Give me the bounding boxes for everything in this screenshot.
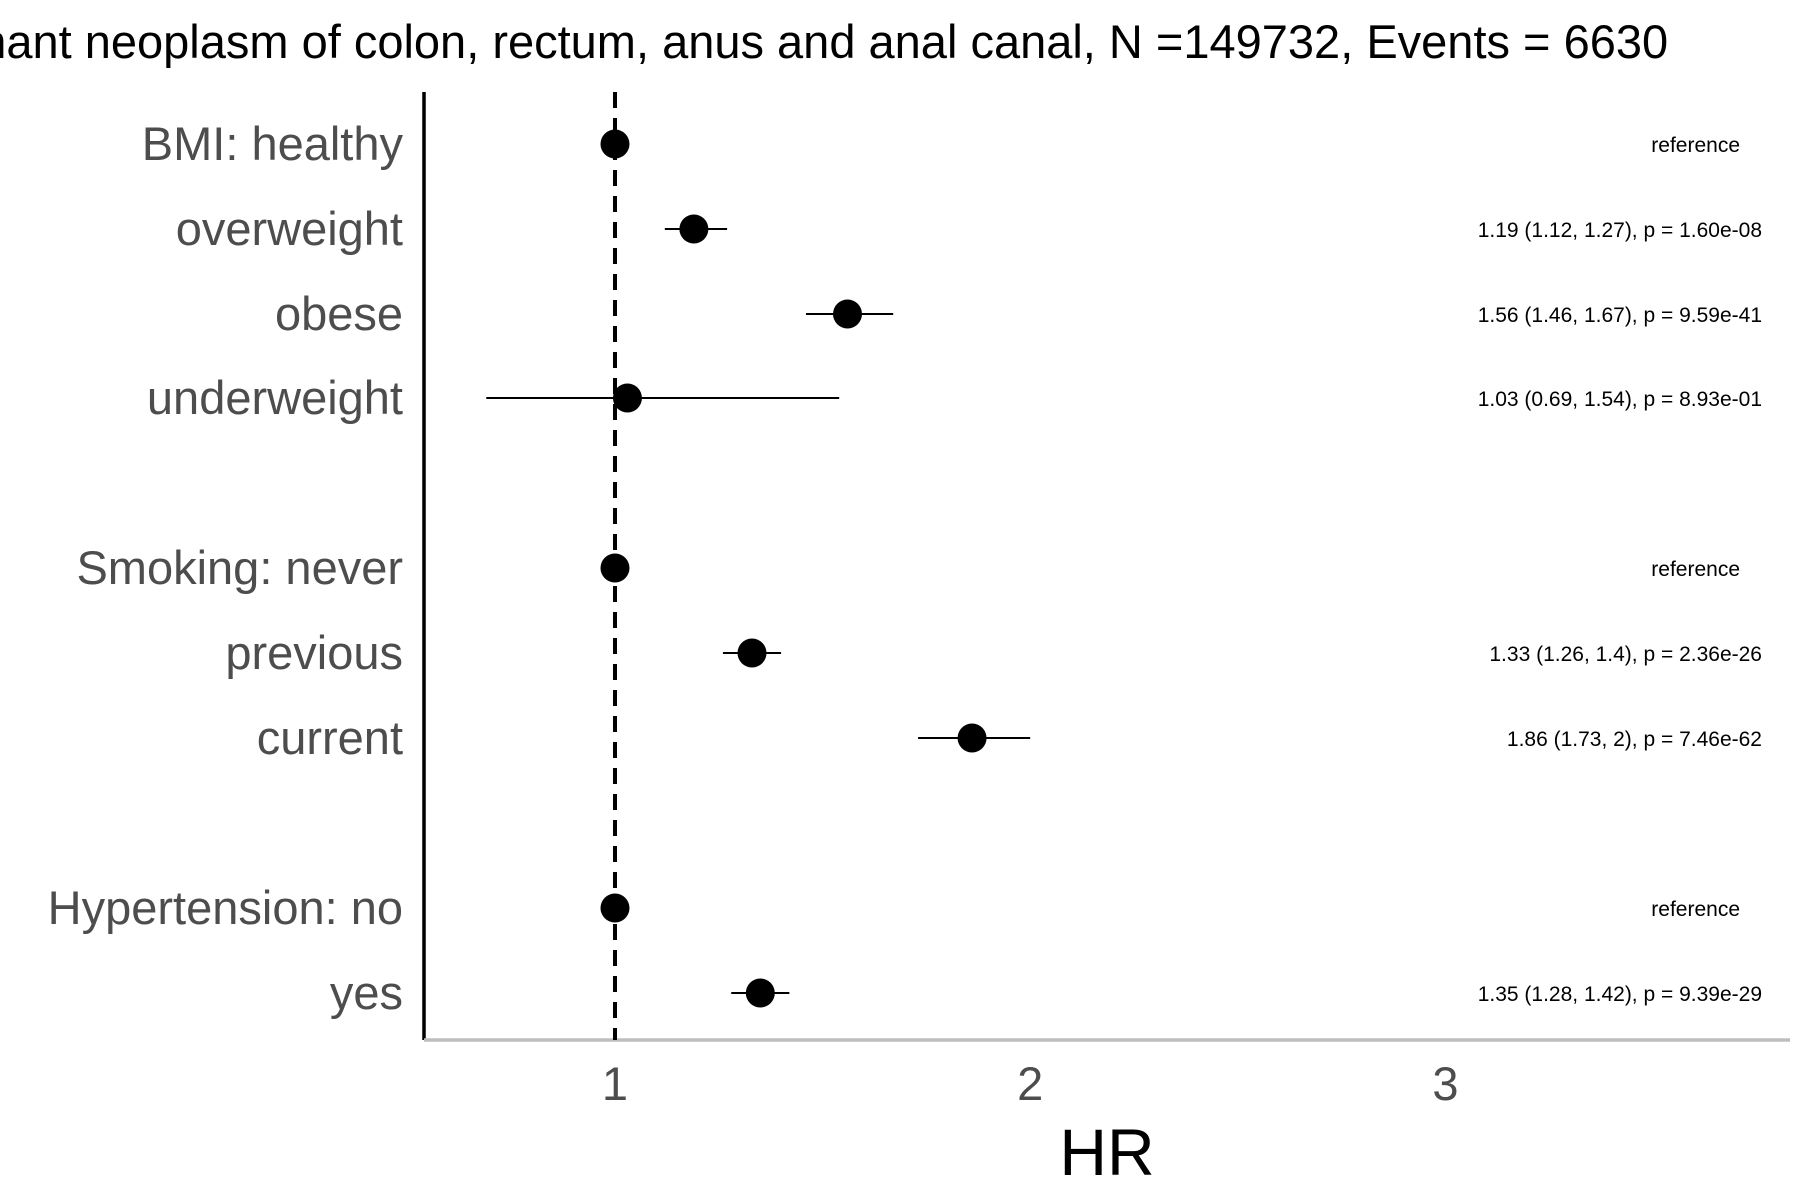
hr-annotations: reference 1.19 (1.12, 1.27), p = 1.60e-08…: [1478, 134, 1762, 1006]
hr-point: [737, 638, 767, 668]
row-labels: BMI: healthy overweight obese underweight Sm…: [48, 117, 404, 1019]
hr-points: [600, 129, 987, 1008]
hr-point: [600, 129, 630, 159]
hr-annotation: reference: [1651, 134, 1740, 157]
row-label: underweight: [147, 371, 403, 424]
hr-point: [600, 553, 630, 583]
row-label: previous: [225, 626, 403, 679]
hr-point: [745, 978, 775, 1008]
x-axis-ticks: 1 2 3: [602, 1057, 1459, 1110]
row-label: overweight: [176, 202, 403, 255]
hr-annotation: 1.03 (0.69, 1.54), p = 8.93e-01: [1478, 388, 1762, 411]
row-label: current: [257, 711, 403, 764]
hr-annotation: 1.35 (1.28, 1.42), p = 9.39e-29: [1478, 983, 1762, 1006]
hr-point: [600, 893, 630, 923]
x-tick-label: 3: [1432, 1057, 1458, 1110]
x-tick-label: 2: [1017, 1057, 1043, 1110]
row-label: obese: [275, 287, 403, 340]
chart-title: Malignant neoplasm of colon, rectum, anu…: [0, 15, 1668, 68]
hr-annotation: 1.33 (1.26, 1.4), p = 2.36e-26: [1489, 643, 1762, 666]
confidence-intervals: [486, 228, 1031, 994]
hr-point: [679, 214, 709, 244]
row-label: Smoking: never: [76, 541, 403, 594]
hr-point: [833, 299, 863, 329]
hr-annotation: reference: [1651, 898, 1740, 921]
hr-annotation: reference: [1651, 558, 1740, 581]
x-tick-label: 1: [602, 1057, 628, 1110]
hr-point: [612, 383, 642, 413]
row-label: yes: [330, 966, 403, 1019]
hr-annotation: 1.56 (1.46, 1.67), p = 9.59e-41: [1478, 304, 1762, 327]
hr-annotation: 1.86 (1.73, 2), p = 7.46e-62: [1507, 728, 1762, 751]
x-axis-title: HR: [1059, 1115, 1154, 1189]
row-label: Hypertension: no: [48, 881, 403, 934]
row-label: BMI: healthy: [142, 117, 404, 170]
hr-point: [957, 723, 987, 753]
hr-annotation: 1.19 (1.12, 1.27), p = 1.60e-08: [1478, 219, 1762, 242]
